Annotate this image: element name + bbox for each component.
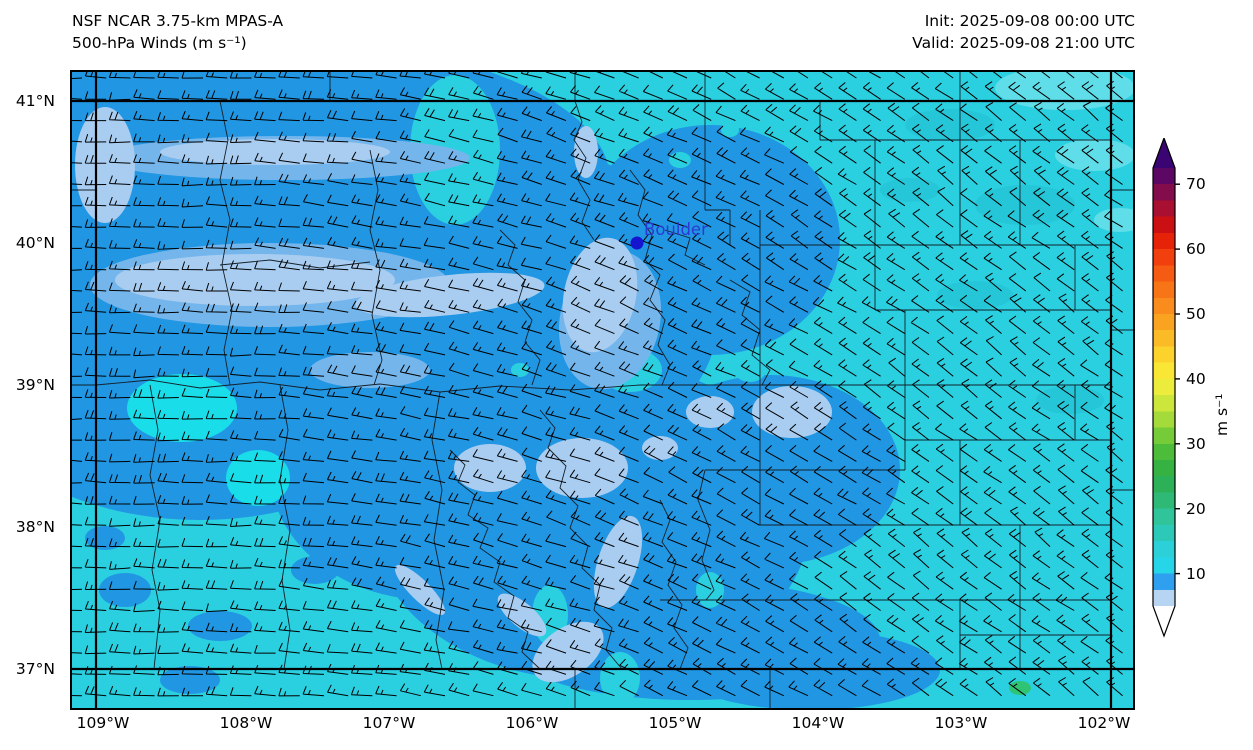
green-speed-speck xyxy=(1009,681,1031,695)
shade-blob xyxy=(721,123,739,137)
y-tick-38n: 38°N xyxy=(15,518,55,536)
y-tick-39n: 39°N xyxy=(15,376,55,394)
county-lines-sanluis xyxy=(659,499,689,670)
x-tick-103w: 103°W xyxy=(934,714,988,732)
shade-blob xyxy=(160,139,390,165)
county-grid-east xyxy=(640,101,1111,669)
plot-subtitle: 500-hPa Winds (m s⁻¹) xyxy=(72,34,247,52)
colorbar-outline xyxy=(1152,138,1176,638)
shade-blob xyxy=(127,374,237,442)
colorbar xyxy=(1152,138,1180,638)
shade-blob xyxy=(160,666,220,694)
county-lines-west-3 xyxy=(664,229,706,266)
shade-blob xyxy=(642,436,678,460)
shade-blob xyxy=(1036,386,1104,414)
x-tick-108w: 108°W xyxy=(219,714,273,732)
shade-blob xyxy=(99,573,151,607)
boulder-marker-dot xyxy=(630,236,644,250)
y-tick-40n: 40°N xyxy=(15,234,55,252)
shade-blob xyxy=(355,272,545,318)
colorbar-tick-70: 70 xyxy=(1186,175,1206,193)
valid-time-label: Valid: 2025-09-08 21:00 UTC xyxy=(912,34,1135,52)
shade-blob xyxy=(600,652,640,704)
x-tick-102w: 102°W xyxy=(1077,714,1131,732)
state-border-lines xyxy=(70,70,1135,710)
state-border-layer xyxy=(70,70,1135,710)
shade-blob xyxy=(497,593,547,637)
speed-shading-layer xyxy=(70,70,1135,710)
x-tick-105w: 105°W xyxy=(648,714,702,732)
shade-blob xyxy=(734,358,766,382)
colorbar-body xyxy=(1153,168,1175,606)
shade-blob xyxy=(291,556,339,584)
colorbar-under-arrow xyxy=(1153,606,1175,636)
shade-blob xyxy=(937,281,1013,309)
colorbar-tick-40: 40 xyxy=(1186,370,1206,388)
colorbar-tick-20: 20 xyxy=(1186,500,1206,518)
shade-blob xyxy=(188,611,252,641)
shade-blob xyxy=(344,614,396,646)
light-windspeed-blobs xyxy=(75,107,832,683)
x-tick-107w: 107°W xyxy=(362,714,416,732)
plot-frame xyxy=(70,70,1135,710)
wind-map-svg xyxy=(70,70,1135,710)
shade-blob xyxy=(532,621,604,683)
shade-blob xyxy=(880,178,940,202)
county-lines-sw-river-1 xyxy=(449,449,541,670)
init-time-label: Init: 2025-09-08 00:00 UTC xyxy=(924,12,1135,30)
county-lines-west-8 xyxy=(279,384,291,670)
county-lines-park xyxy=(729,279,771,386)
county-lines-central xyxy=(499,229,541,386)
county-lines-midwest-h xyxy=(219,259,371,269)
y-tick-41n: 41°N xyxy=(15,92,55,110)
county-lines-sw-river-2 xyxy=(539,409,623,670)
colorbar-tick-10: 10 xyxy=(1186,565,1206,583)
shade-blob xyxy=(696,572,724,608)
map-plot-area: Boulder xyxy=(70,70,1135,710)
shade-blob xyxy=(574,126,598,178)
colorbar-tick-50: 50 xyxy=(1186,305,1206,323)
county-lines-west-4 xyxy=(95,379,641,393)
colorbar-tick-marks xyxy=(1175,183,1180,575)
y-tick-37n: 37°N xyxy=(15,660,55,678)
county-lines-west-7 xyxy=(149,384,161,670)
shade-blob xyxy=(310,352,430,388)
shade-blob xyxy=(536,438,628,498)
county-lines-west-6 xyxy=(369,149,383,386)
shade-blob xyxy=(1094,208,1135,232)
county-lines-west-1 xyxy=(573,100,595,241)
x-tick-104w: 104°W xyxy=(791,714,845,732)
shade-blob xyxy=(226,450,290,506)
shade-blob xyxy=(1055,139,1135,171)
shade-blob xyxy=(593,515,643,609)
county-lines-west-9 xyxy=(431,391,445,670)
colorbar-unit-label: m s⁻¹ xyxy=(1213,393,1231,437)
x-tick-109w: 109°W xyxy=(76,714,130,732)
plot-title: NSF NCAR 3.75-km MPAS-A xyxy=(72,12,284,30)
county-lines-west-5 xyxy=(219,100,233,386)
boulder-marker-label: Boulder xyxy=(644,220,708,239)
shade-blob xyxy=(752,386,832,438)
x-tick-106w: 106°W xyxy=(505,714,559,732)
county-lines-west-2 xyxy=(629,169,671,386)
colorbar-tick-30: 30 xyxy=(1186,435,1206,453)
colorbar-over-arrow xyxy=(1153,138,1175,168)
shade-blob xyxy=(454,444,526,492)
shade-blob xyxy=(686,396,734,428)
shade-blob xyxy=(75,107,135,223)
colorbar-tick-60: 60 xyxy=(1186,240,1206,258)
